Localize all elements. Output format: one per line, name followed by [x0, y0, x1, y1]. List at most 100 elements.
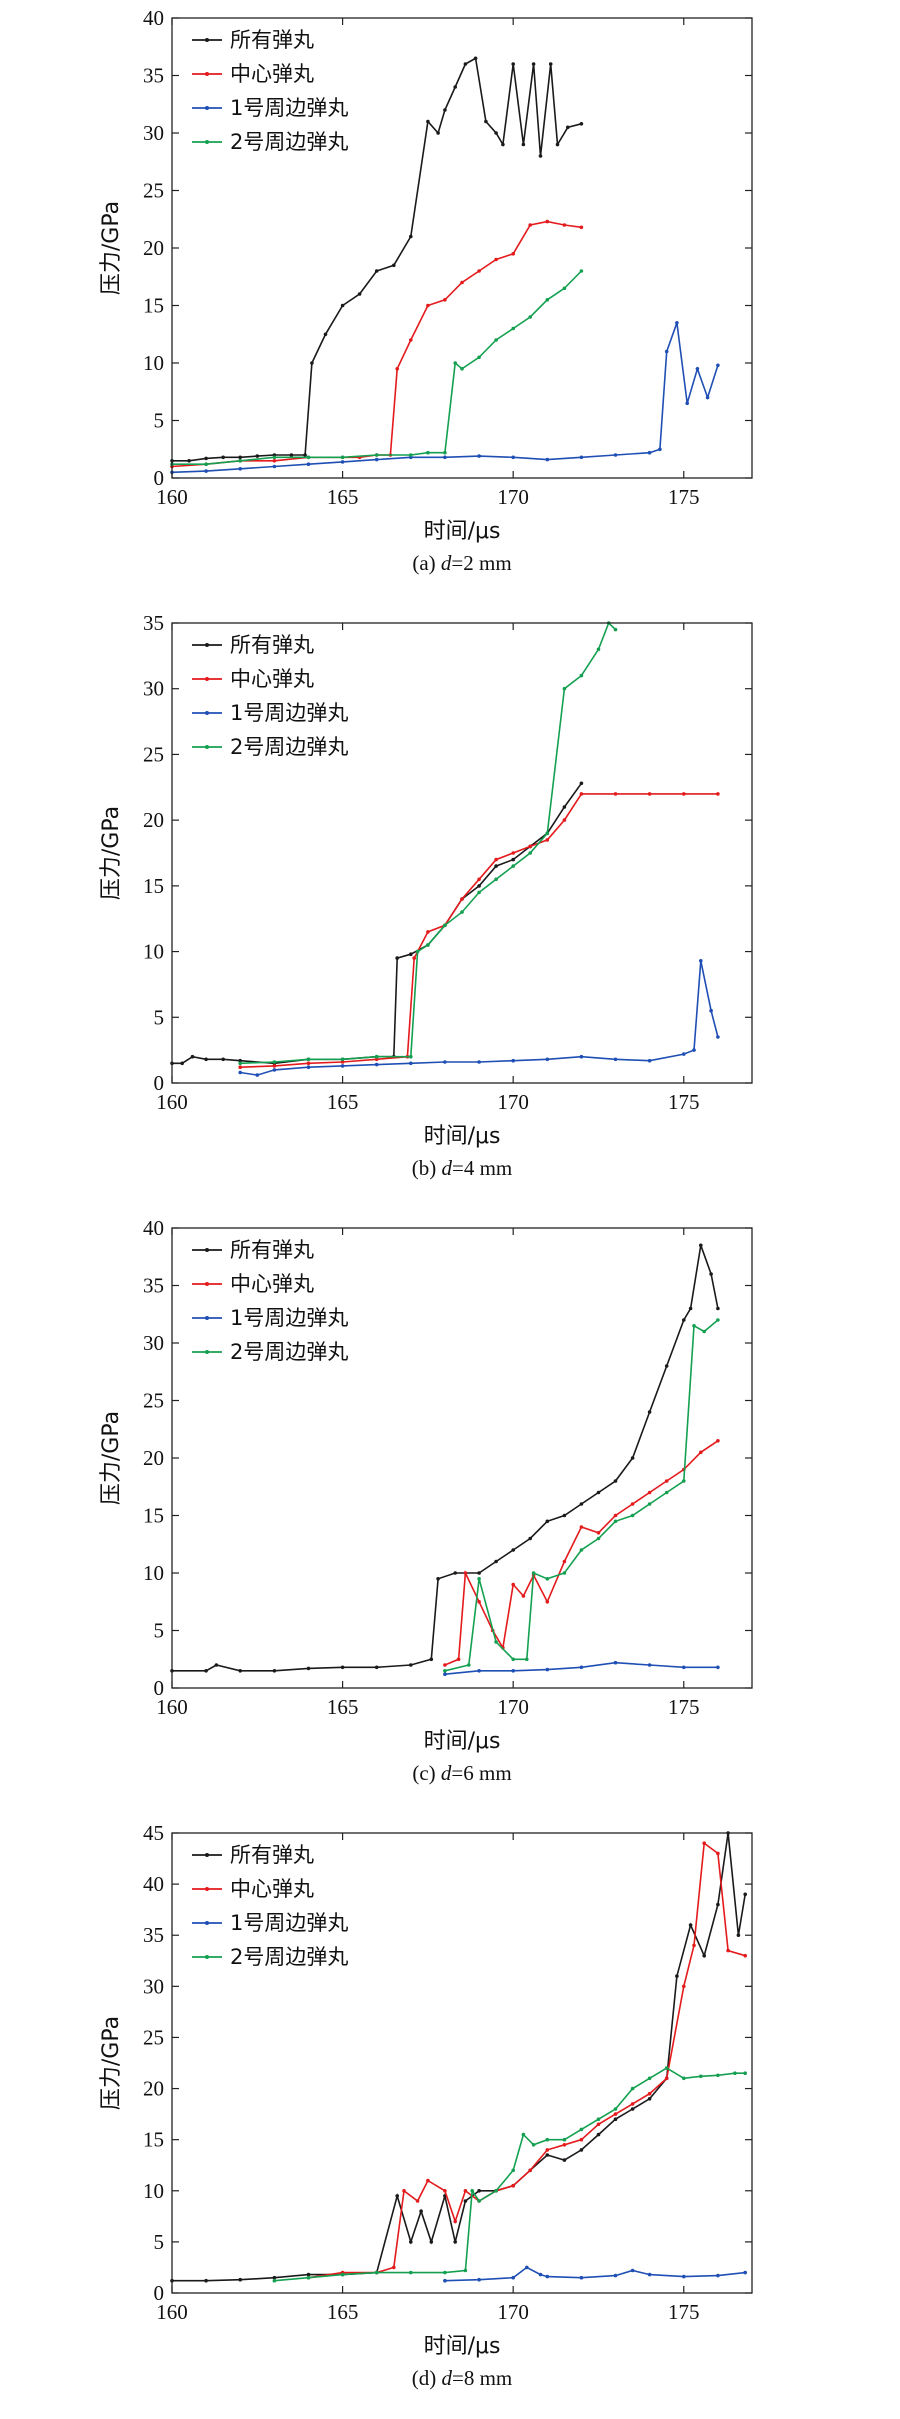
data-point-a-1	[579, 122, 584, 126]
data-point-a-1	[204, 456, 208, 461]
data-point-b-4	[238, 1061, 242, 1066]
data-point-b-1	[562, 805, 567, 809]
data-point-c-2	[630, 1502, 635, 1506]
data-point-a-3	[511, 455, 515, 460]
data-point-b-2	[340, 1060, 345, 1064]
x-tick-label-a: 165	[327, 485, 359, 509]
data-point-b-1	[409, 952, 413, 956]
legend-label-d-2: 中心弹丸	[230, 1877, 314, 1901]
data-point-d-2	[463, 2189, 468, 2193]
data-point-b-1	[238, 1058, 242, 1063]
chart-d-svg: 160 165 170 175 0 5 10 15 20 25 30 35 40 45 时间/μs 压力/GP…	[99, 1821, 753, 2390]
data-point-d-3	[682, 2274, 686, 2279]
data-point-b-4	[613, 627, 618, 632]
data-point-c-2	[562, 1559, 567, 1564]
data-point-a-4	[545, 298, 550, 302]
data-point-d-1	[702, 1953, 706, 1958]
data-point-d-2	[682, 1984, 686, 1989]
data-point-a-4	[562, 286, 567, 291]
data-point-b-4	[272, 1060, 277, 1064]
data-point-b-3	[511, 1058, 515, 1063]
data-point-b-3	[579, 1054, 584, 1059]
data-point-a-2	[562, 223, 567, 227]
legend-label-a-3: 1号周边弹丸	[230, 96, 348, 120]
data-point-d-2	[392, 2265, 396, 2270]
data-point-c-2	[456, 1657, 461, 1662]
legend-marker-c-4	[205, 1350, 209, 1354]
data-point-a-3	[675, 321, 679, 325]
legend-label-b-1: 所有弹丸	[230, 633, 314, 657]
data-point-b-4	[545, 831, 550, 836]
data-point-c-2	[521, 1594, 526, 1598]
series-line-b-2	[240, 793, 718, 1068]
data-point-c-4	[702, 1329, 706, 1334]
y-tick-label-d: 35	[143, 1923, 164, 1947]
data-point-d-4	[699, 2074, 703, 2079]
data-point-c-1	[494, 1559, 498, 1564]
data-point-d-2	[453, 2219, 458, 2224]
data-point-d-4	[647, 2076, 652, 2081]
data-point-d-3	[579, 2275, 584, 2280]
data-point-c-2	[664, 1479, 669, 1483]
data-point-c-1	[613, 1479, 618, 1483]
data-point-d-2	[528, 2168, 532, 2173]
data-point-a-2	[443, 298, 447, 302]
data-point-c-2	[511, 1582, 515, 1587]
data-point-a-1	[310, 361, 314, 365]
data-point-a-4	[477, 355, 481, 360]
x-tick-label-d: 170	[497, 2300, 529, 2324]
data-point-c-1	[477, 1571, 481, 1575]
data-point-a-4	[204, 462, 208, 467]
data-point-d-1	[409, 2240, 413, 2244]
data-point-d-1	[463, 2199, 468, 2203]
data-point-c-1	[272, 1669, 277, 1673]
data-point-a-4	[306, 455, 311, 460]
data-point-a-3	[647, 450, 652, 455]
data-point-a-1	[566, 125, 570, 130]
data-point-b-1	[395, 956, 400, 960]
data-point-c-1	[214, 1663, 219, 1667]
x-axis-label-b: 时间/μs	[424, 1124, 501, 1149]
data-point-c-4	[579, 1548, 584, 1552]
data-point-d-1	[647, 2097, 652, 2101]
data-point-d-2	[647, 2091, 652, 2096]
x-tick-label-c: 160	[156, 1695, 188, 1719]
data-point-b-4	[511, 864, 515, 868]
data-point-c-1	[528, 1536, 532, 1541]
data-point-b-3	[306, 1065, 311, 1069]
data-point-d-3	[743, 2270, 747, 2275]
data-point-a-2	[272, 459, 277, 463]
plot-frame-a	[171, 17, 753, 479]
y-tick-label-a: 15	[143, 294, 164, 318]
chart-panel-c: 160 165 170 175 0 5 10 15 20 25 30 35 40 时间/μs 压力/GPa (…	[0, 1210, 900, 1810]
data-point-c-3	[682, 1665, 686, 1670]
data-point-d-1	[453, 2240, 458, 2244]
data-point-c-3	[613, 1660, 618, 1665]
series-line-b-3	[240, 960, 719, 1076]
data-point-a-1	[409, 234, 413, 239]
data-point-c-1	[579, 1502, 584, 1506]
data-point-c-4	[545, 1577, 550, 1581]
data-point-a-3	[613, 453, 618, 457]
data-point-b-1	[190, 1054, 195, 1059]
x-tick-label-a: 175	[668, 485, 700, 509]
data-point-b-4	[460, 910, 464, 914]
x-tick-label-d: 160	[156, 2300, 188, 2324]
data-point-a-2	[579, 225, 584, 230]
data-point-c-3	[647, 1663, 652, 1667]
series-line-b-4	[240, 621, 617, 1065]
x-tick-label-b: 175	[668, 1090, 700, 1114]
data-point-d-1	[743, 1892, 747, 1897]
data-point-a-2	[477, 269, 481, 273]
data-point-d-3	[443, 2278, 447, 2283]
data-point-d-3	[511, 2275, 515, 2280]
data-point-b-4	[409, 1054, 413, 1059]
y-tick-label-c: 35	[143, 1274, 164, 1298]
y-tick-label-c: 0	[154, 1676, 165, 1700]
data-point-b-1	[180, 1061, 184, 1066]
legend-label-c-2: 中心弹丸	[230, 1272, 314, 1296]
data-point-a-1	[548, 62, 553, 66]
y-tick-label-b: 15	[143, 874, 164, 898]
x-tick-label-b: 160	[156, 1090, 188, 1114]
chart-c-svg: 160 165 170 175 0 5 10 15 20 25 30 35 40 时间/μs 压力/GPa (…	[99, 1216, 753, 1785]
